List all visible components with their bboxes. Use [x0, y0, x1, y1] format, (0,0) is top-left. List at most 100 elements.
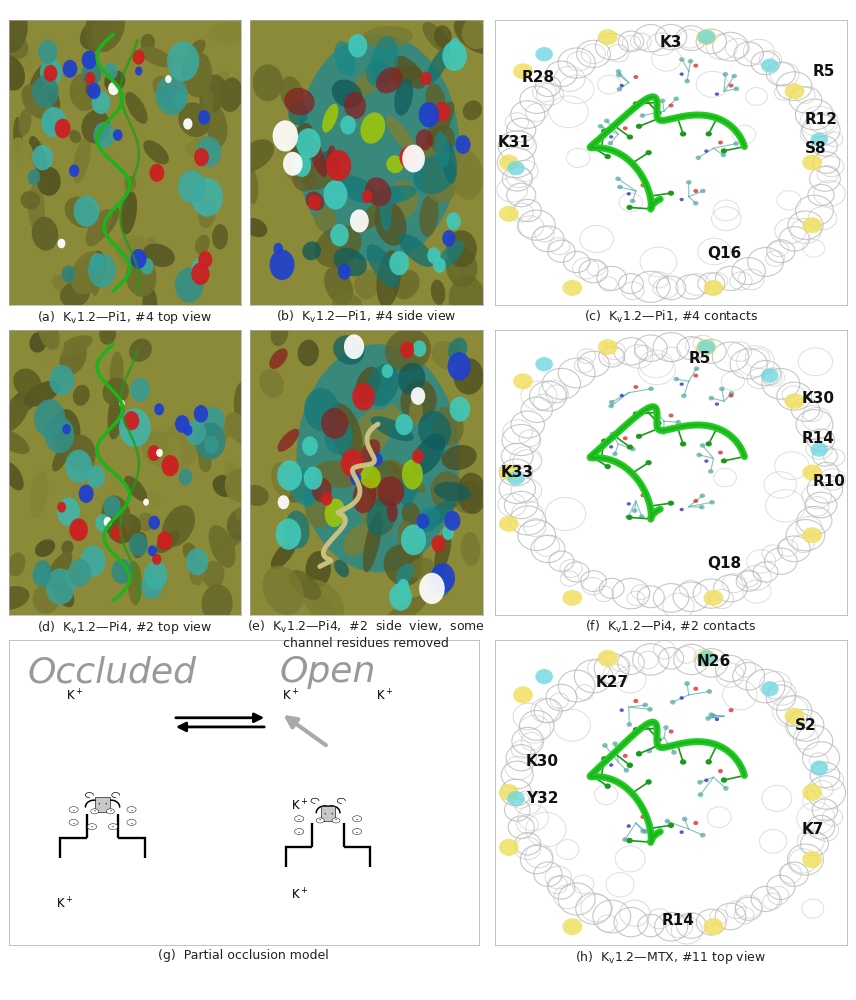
Circle shape [710, 500, 715, 505]
Ellipse shape [143, 244, 175, 267]
Circle shape [669, 104, 674, 107]
Ellipse shape [30, 60, 53, 92]
Ellipse shape [52, 409, 80, 454]
Circle shape [199, 110, 211, 125]
Circle shape [352, 383, 375, 411]
Ellipse shape [431, 124, 455, 155]
Text: K$^+$: K$^+$ [56, 896, 74, 911]
Circle shape [728, 394, 734, 398]
Circle shape [620, 708, 624, 712]
Ellipse shape [387, 502, 398, 522]
Circle shape [684, 79, 690, 83]
Ellipse shape [245, 166, 259, 204]
Circle shape [513, 373, 532, 389]
Circle shape [43, 117, 56, 133]
Ellipse shape [263, 566, 304, 615]
Circle shape [513, 686, 532, 703]
Text: Open: Open [280, 655, 377, 689]
Ellipse shape [110, 351, 124, 394]
Ellipse shape [132, 532, 147, 558]
Circle shape [630, 199, 635, 203]
Circle shape [699, 505, 704, 510]
Circle shape [633, 699, 639, 703]
Circle shape [655, 737, 662, 742]
Circle shape [362, 190, 372, 203]
Ellipse shape [38, 316, 60, 350]
Circle shape [400, 341, 414, 358]
Text: +: + [324, 812, 325, 816]
Circle shape [640, 815, 645, 819]
Ellipse shape [288, 101, 307, 125]
Text: R5: R5 [688, 351, 710, 366]
Ellipse shape [285, 148, 310, 182]
Ellipse shape [434, 529, 451, 574]
Circle shape [597, 650, 617, 667]
Circle shape [350, 471, 361, 485]
Ellipse shape [162, 505, 195, 547]
Text: K$^+$: K$^+$ [291, 798, 309, 814]
Ellipse shape [315, 225, 361, 268]
Text: (e)  $\mathrm{K_v}$1.2—Pi4,  #2  side  view,  some
channel residues removed: (e) $\mathrm{K_v}$1.2—Pi4, #2 side view,… [247, 619, 485, 650]
Circle shape [704, 918, 723, 935]
Ellipse shape [336, 175, 377, 203]
Circle shape [705, 131, 712, 136]
Ellipse shape [446, 247, 478, 287]
Ellipse shape [56, 335, 92, 357]
Ellipse shape [353, 479, 377, 513]
Ellipse shape [383, 595, 427, 627]
Ellipse shape [394, 270, 419, 299]
Circle shape [81, 62, 101, 86]
Ellipse shape [374, 200, 407, 246]
Text: +: + [112, 825, 114, 829]
Ellipse shape [156, 530, 180, 553]
Circle shape [192, 257, 210, 280]
Circle shape [693, 189, 698, 193]
Ellipse shape [296, 344, 460, 572]
Ellipse shape [189, 559, 206, 585]
Ellipse shape [52, 577, 74, 607]
Circle shape [420, 72, 431, 85]
Circle shape [123, 411, 140, 430]
Ellipse shape [69, 130, 81, 143]
Circle shape [562, 590, 582, 606]
Circle shape [623, 436, 627, 440]
Circle shape [680, 830, 684, 834]
Circle shape [668, 501, 675, 506]
Ellipse shape [124, 476, 147, 501]
Circle shape [715, 402, 719, 406]
Ellipse shape [201, 584, 233, 622]
Circle shape [34, 399, 65, 438]
Circle shape [661, 430, 667, 435]
Ellipse shape [442, 142, 457, 184]
Ellipse shape [187, 39, 205, 60]
Text: (c)  $\mathrm{K_v}$1.2—Pi1, #4 contacts: (c) $\mathrm{K_v}$1.2—Pi1, #4 contacts [584, 309, 758, 325]
Circle shape [721, 148, 727, 153]
Ellipse shape [395, 563, 414, 585]
Ellipse shape [362, 26, 413, 48]
Circle shape [321, 492, 332, 506]
Circle shape [645, 460, 651, 465]
Circle shape [680, 382, 684, 386]
Circle shape [640, 183, 645, 187]
Ellipse shape [371, 416, 413, 441]
Circle shape [761, 681, 779, 696]
Circle shape [277, 460, 302, 491]
Circle shape [433, 258, 446, 273]
Circle shape [88, 253, 116, 288]
Circle shape [400, 146, 418, 168]
Circle shape [443, 230, 455, 247]
Circle shape [639, 514, 645, 519]
Ellipse shape [419, 507, 440, 532]
Ellipse shape [322, 104, 338, 133]
Circle shape [69, 819, 78, 825]
Ellipse shape [48, 88, 60, 110]
Circle shape [507, 161, 525, 175]
Ellipse shape [201, 72, 229, 94]
Ellipse shape [108, 390, 124, 439]
Ellipse shape [304, 388, 339, 431]
Ellipse shape [284, 88, 315, 115]
Circle shape [697, 780, 703, 785]
Ellipse shape [124, 176, 136, 190]
Circle shape [655, 111, 662, 116]
Circle shape [119, 400, 125, 407]
